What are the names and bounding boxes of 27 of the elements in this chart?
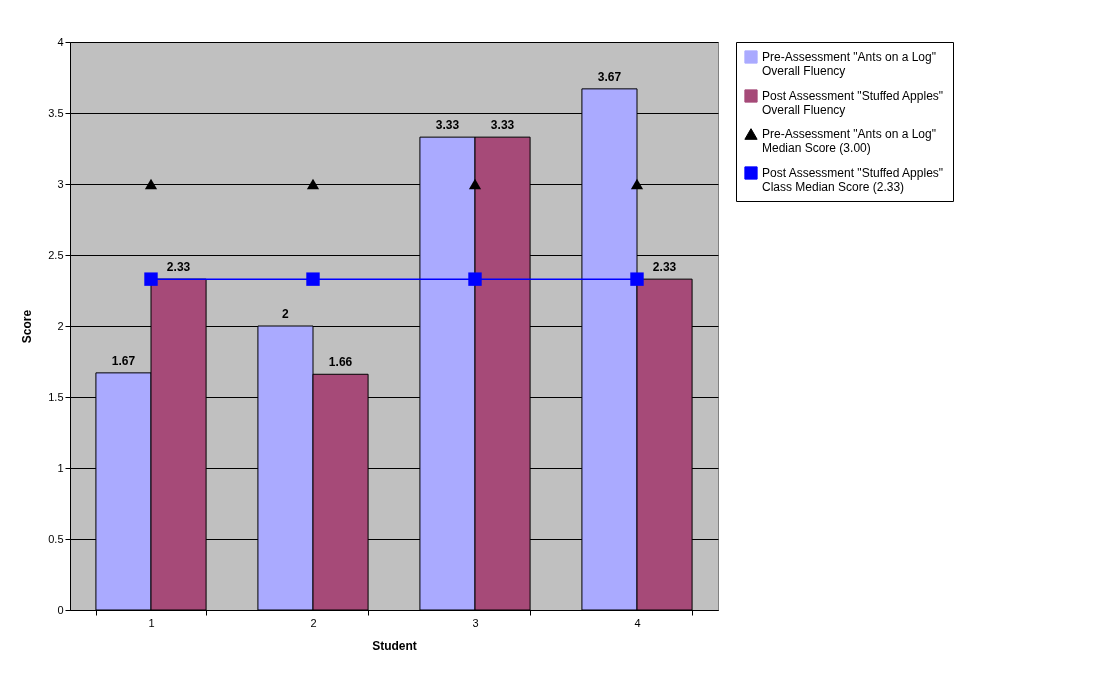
legend-label: Post Assessment "Stuffed Apples" Overall Fluency — [762, 89, 944, 117]
y-tick-label: 3.5 — [48, 106, 64, 119]
y-tick-label: 0.5 — [48, 532, 64, 545]
x-axis-title: Student — [372, 638, 417, 653]
y-axis-title: Score — [20, 309, 35, 344]
data-label: 1.66 — [328, 355, 353, 370]
legend-label: Post Assessment "Stuffed Apples" Class Median Score (2.33) — [762, 166, 944, 194]
data-label: 3.33 — [490, 118, 515, 133]
y-tick-label: 3 — [57, 177, 64, 190]
data-label: 3.67 — [597, 69, 622, 84]
y-tick-label: 1 — [57, 461, 64, 474]
x-tick-label: 2 — [310, 616, 317, 629]
data-label: 3.33 — [435, 118, 460, 133]
data-label: 2.33 — [166, 260, 191, 275]
data-label: 1.67 — [111, 353, 136, 368]
y-tick-label: 1.5 — [48, 390, 64, 403]
x-tick-label: 3 — [472, 616, 479, 629]
x-tick-label: 4 — [634, 616, 641, 629]
legend-label: Pre-Assessment "Ants on a Log" Overall Fluency — [762, 50, 936, 78]
legend-label: Pre-Assessment "Ants on a Log" Median Score (3.00) — [762, 127, 936, 155]
data-label: 2 — [282, 307, 290, 321]
y-tick-label: 4 — [57, 35, 64, 48]
y-tick-label: 2.5 — [48, 248, 64, 261]
x-tick-label: 1 — [148, 616, 155, 629]
y-tick-label: 0 — [57, 603, 64, 616]
y-tick-label: 2 — [57, 319, 64, 332]
data-label: 2.33 — [652, 260, 677, 275]
